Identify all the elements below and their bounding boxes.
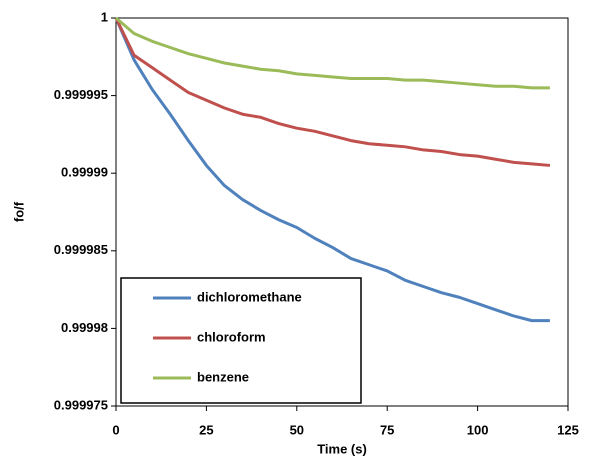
x-axis-title: Time (s) bbox=[317, 441, 367, 456]
data-line bbox=[114, 17, 551, 167]
legend-label: benzene bbox=[197, 369, 249, 384]
legend-label: chloroform bbox=[197, 329, 266, 344]
x-tick-label: 125 bbox=[557, 422, 579, 437]
y-tick-label: 0.99998 bbox=[61, 320, 108, 335]
y-tick-label: 0.99999 bbox=[61, 165, 108, 180]
y-tick-label: 0.999995 bbox=[54, 87, 108, 102]
x-tick-label: 25 bbox=[199, 422, 213, 437]
y-tick-label: 1 bbox=[101, 9, 108, 24]
x-tick-label: 0 bbox=[112, 422, 119, 437]
x-tick-label: 50 bbox=[290, 422, 304, 437]
x-tick-label: 100 bbox=[467, 422, 489, 437]
legend-label: dichloromethane bbox=[197, 289, 302, 304]
x-tick-label: 75 bbox=[380, 422, 394, 437]
y-tick-label: 0.999975 bbox=[54, 397, 108, 412]
data-line bbox=[114, 17, 550, 323]
plot-frame bbox=[115, 17, 569, 407]
y-axis-title: fo/f bbox=[11, 201, 26, 222]
y-tick-label: 0.999985 bbox=[54, 242, 108, 257]
data-line bbox=[115, 16, 550, 90]
